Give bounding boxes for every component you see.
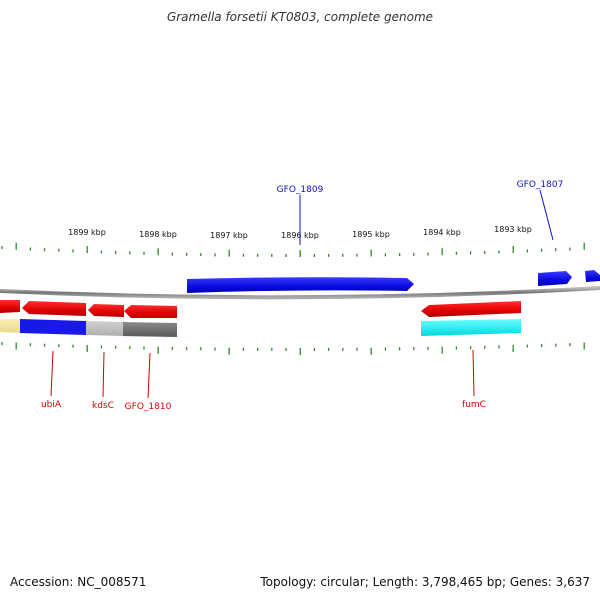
gene-kdsC[interactable] [88, 304, 124, 317]
leader-GFO_1807 [539, 189, 554, 241]
scale-label-1893: 1893 kbp [494, 225, 532, 234]
gene-GFO_1808[interactable] [538, 271, 572, 286]
label-fumC: fumC [462, 400, 486, 410]
accession-text: Accession: NC_008571 [10, 575, 147, 589]
gene-left-partial[interactable] [0, 300, 20, 313]
scale-label-1898: 1898 kbp [139, 230, 177, 239]
inner-tick-ring [1, 342, 585, 355]
page-title: Gramella forsetii KT0803, complete genom… [166, 10, 434, 24]
leader-ubiA [50, 350, 54, 397]
label-leaders [50, 189, 554, 399]
category-block-cyan [421, 319, 521, 336]
genome-summary-text: Topology: circular; Length: 3,798,465 bp… [260, 575, 590, 589]
category-block-lightgrey [86, 321, 123, 336]
leader-fumC [472, 349, 475, 397]
scale-label-1897: 1897 kbp [210, 231, 248, 240]
scale-label-1894: 1894 kbp [423, 228, 461, 237]
category-block-blue [20, 319, 86, 335]
category-track [0, 319, 521, 337]
label-kdsC: kdsC [92, 401, 114, 411]
outer-tick-ring [1, 242, 585, 257]
gene-fumC[interactable] [421, 301, 521, 317]
leader-kdsC [102, 351, 105, 398]
forward-strand-genes [187, 270, 600, 293]
scale-label-1895: 1895 kbp [352, 230, 390, 239]
gene-GFO_1807[interactable] [585, 270, 600, 282]
gene-GFO_1809[interactable] [187, 277, 414, 293]
genome-backbone [0, 286, 600, 300]
scale-label-1899: 1899 kbp [68, 228, 106, 237]
label-GFO_1809: GFO_1809 [277, 185, 324, 195]
gene-ubiA[interactable] [22, 301, 86, 316]
label-ubiA: ubiA [41, 400, 62, 410]
category-block-darkgrey [123, 322, 177, 337]
label-GFO_1807: GFO_1807 [517, 180, 564, 190]
category-block-tan [0, 319, 20, 333]
gene-labels: GFO_1809 GFO_1807 ubiA kdsC GFO_1810 fum… [41, 180, 563, 412]
leader-GFO_1810 [147, 352, 151, 399]
reverse-strand-genes [0, 300, 521, 318]
gene-GFO_1810[interactable] [124, 305, 177, 318]
label-GFO_1810: GFO_1810 [125, 402, 172, 412]
